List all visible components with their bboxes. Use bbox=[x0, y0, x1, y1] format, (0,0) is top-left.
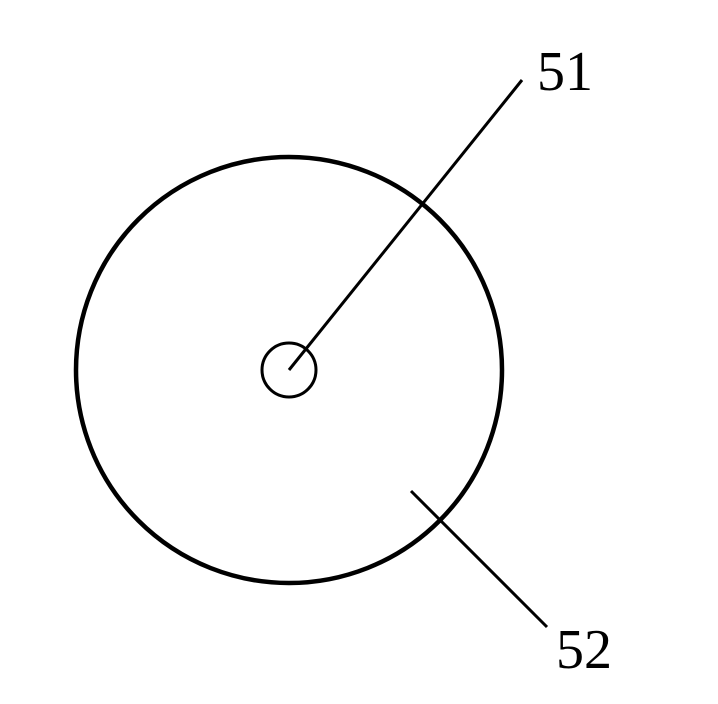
diagram-canvas: 51 52 bbox=[0, 0, 718, 704]
leader-line-52 bbox=[411, 491, 547, 627]
leader-line-51 bbox=[289, 80, 522, 370]
label-51: 51 bbox=[537, 40, 593, 104]
diagram-svg bbox=[0, 0, 718, 704]
label-52: 52 bbox=[556, 618, 612, 682]
